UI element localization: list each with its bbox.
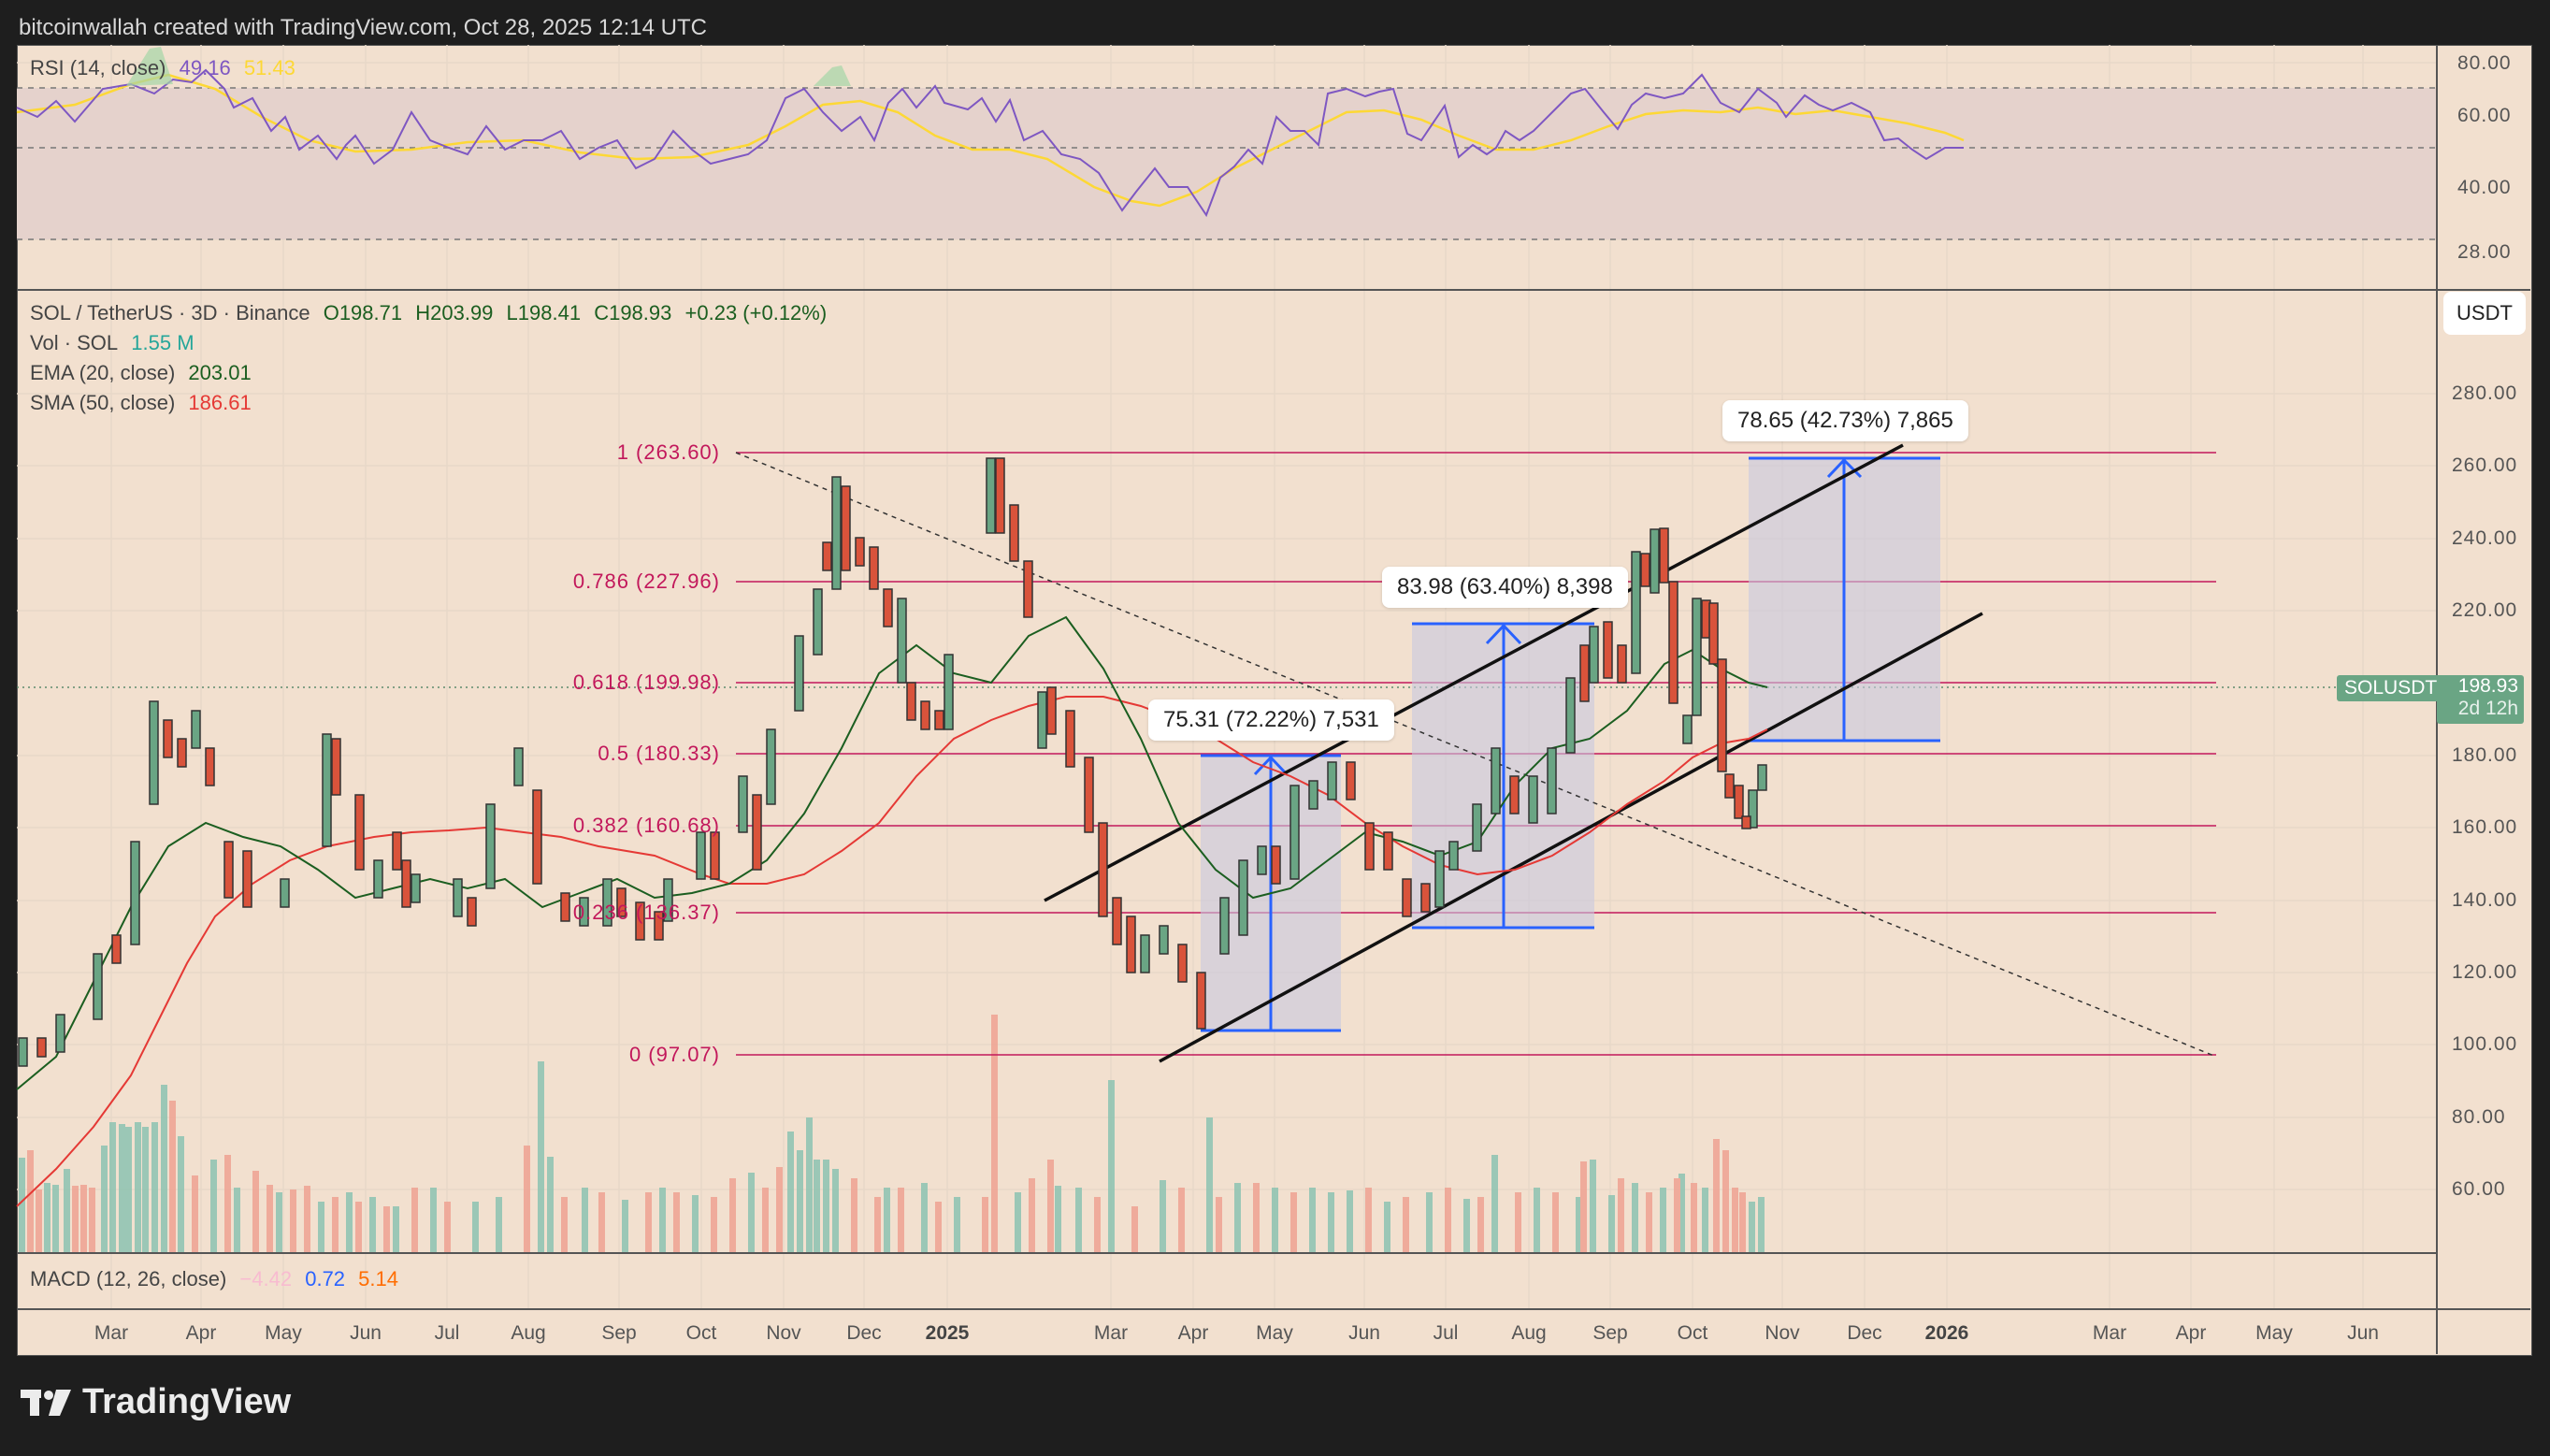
time-tick: Jun: [1348, 1322, 1380, 1344]
time-tick: Jul: [434, 1322, 460, 1344]
time-tick: Apr: [2175, 1322, 2207, 1344]
ohlc-open: O198.71: [323, 301, 403, 324]
sma-50-line: [16, 696, 1768, 1207]
time-tick: Dec: [1847, 1322, 1882, 1344]
attribution-text: bitcoinwallah created with TradingView.c…: [19, 15, 707, 40]
tradingview-logo-icon: [21, 1389, 71, 1416]
price-axis-280: 280.00: [2452, 382, 2518, 404]
rsi-axis-80: 80.00: [2457, 52, 2512, 74]
time-tick: Oct: [685, 1322, 717, 1344]
time-tick: Aug: [511, 1322, 546, 1344]
time-tick: Apr: [185, 1322, 217, 1344]
time-tick: Mar: [94, 1322, 129, 1344]
fib-level-0236: 0.236 (136.37): [572, 901, 720, 924]
rsi-overbought-fill: [814, 65, 851, 86]
measure-label-1[interactable]: 75.31 (72.22%) 7,531: [1148, 699, 1394, 741]
measure-label-3[interactable]: 78.65 (42.73%) 7,865: [1722, 400, 1968, 441]
symbol-price-tag: SOLUSDT: [2337, 675, 2445, 701]
price-axis-140: 140.00: [2452, 889, 2518, 911]
time-tick: Mar: [1093, 1322, 1129, 1344]
time-axis[interactable]: Mar Apr May Jun Jul Aug Sep Oct Nov Dec …: [0, 1309, 2437, 1354]
rsi-label: RSI (14, close): [30, 56, 166, 79]
macd-hist-value: −4.42: [239, 1267, 293, 1290]
volume-label: Vol · SOL: [30, 331, 119, 354]
rsi-axis-28: 28.00: [2457, 241, 2512, 263]
candles: [18, 457, 1767, 1067]
ema-label: EMA (20, close): [30, 361, 176, 384]
price-axis-160: 160.00: [2452, 816, 2518, 838]
time-tick: Sep: [601, 1322, 637, 1344]
rsi-overbought-fill: [126, 47, 173, 86]
currency-button[interactable]: USDT: [2443, 292, 2526, 335]
time-tick: Aug: [1511, 1322, 1547, 1344]
time-tick: Jun: [2347, 1322, 2379, 1344]
rsi-value: 49.16: [179, 56, 231, 79]
fib-level-0382: 0.382 (160.68): [572, 814, 720, 837]
tradingview-logo[interactable]: TradingView: [21, 1382, 291, 1422]
macd-value: 0.72: [305, 1267, 346, 1290]
macd-legend[interactable]: MACD (12, 26, close) −4.42 0.72 5.14: [30, 1267, 406, 1291]
time-tick-year: 2025: [925, 1322, 970, 1344]
rsi-legend[interactable]: RSI (14, close) 49.16 51.43: [30, 56, 303, 80]
descending-trendline: [735, 452, 2217, 1058]
price-axis-180: 180.00: [2452, 744, 2518, 766]
volume-bars: [19, 1015, 1765, 1253]
measure-label-2[interactable]: 83.98 (63.40%) 8,398: [1382, 567, 1628, 608]
time-tick: Mar: [2092, 1322, 2127, 1344]
ohlc-low: L198.41: [506, 301, 582, 324]
fib-level-0618: 0.618 (199.98): [572, 670, 720, 694]
rsi-ma-value: 51.43: [243, 56, 295, 79]
ascending-channel: [1044, 443, 1983, 1063]
ema-legend[interactable]: EMA (20, close) 203.01: [30, 361, 259, 385]
ohlc-close: C198.93: [594, 301, 672, 324]
fib-level-1: 1 (263.60): [616, 440, 720, 464]
fib-level-0: 0 (97.07): [628, 1043, 720, 1066]
symbol-title: SOL / TetherUS · 3D · Binance: [30, 301, 310, 324]
measurement-arrows: [1201, 456, 1940, 1032]
rsi-line: [16, 68, 1964, 218]
last-price-tag: 198.93 2d 12h: [2437, 675, 2524, 724]
price-axis-120: 120.00: [2452, 961, 2518, 983]
bar-countdown: 2d 12h: [2457, 698, 2518, 719]
time-tick: Apr: [1177, 1322, 1209, 1344]
symbol-legend[interactable]: SOL / TetherUS · 3D · Binance O198.71 H2…: [30, 301, 834, 325]
time-tick: Nov: [1765, 1322, 1800, 1344]
price-axis-220: 220.00: [2452, 599, 2518, 621]
time-tick: Oct: [1677, 1322, 1708, 1344]
price-axis-260: 260.00: [2452, 454, 2518, 476]
macd-label: MACD (12, 26, close): [30, 1267, 227, 1290]
macd-signal-value: 5.14: [358, 1267, 398, 1290]
price-axis-60: 60.00: [2452, 1178, 2506, 1200]
time-tick: May: [2255, 1322, 2293, 1344]
price-axis-80: 80.00: [2452, 1106, 2506, 1128]
last-price-value: 198.93: [2457, 675, 2518, 697]
time-tick-year: 2026: [1924, 1322, 1969, 1344]
rsi-band: [17, 88, 2437, 239]
tradingview-brand: TradingView: [82, 1382, 292, 1421]
fib-level-05: 0.5 (180.33): [598, 742, 720, 765]
volume-legend[interactable]: Vol · SOL 1.55 M: [30, 331, 202, 355]
time-tick: Jun: [350, 1322, 382, 1344]
time-tick: Jul: [1433, 1322, 1459, 1344]
price-axis-240: 240.00: [2452, 527, 2518, 549]
time-tick: Dec: [846, 1322, 882, 1344]
rsi-axis-40: 40.00: [2457, 177, 2512, 198]
volume-value: 1.55 M: [131, 331, 194, 354]
ohlc-change: +0.23 (+0.12%): [684, 301, 828, 324]
sma-label: SMA (50, close): [30, 391, 176, 414]
sma-legend[interactable]: SMA (50, close) 186.61: [30, 391, 259, 415]
rsi-axis-60: 60.00: [2457, 105, 2512, 126]
ohlc-high: H203.99: [415, 301, 494, 324]
time-tick: Sep: [1592, 1322, 1628, 1344]
sma-value: 186.61: [188, 391, 252, 414]
price-axis-100: 100.00: [2452, 1033, 2518, 1055]
time-tick: May: [265, 1322, 302, 1344]
time-tick: May: [1256, 1322, 1293, 1344]
fib-level-0786: 0.786 (227.96): [572, 569, 720, 593]
time-tick: Nov: [766, 1322, 801, 1344]
ema-value: 203.01: [188, 361, 252, 384]
